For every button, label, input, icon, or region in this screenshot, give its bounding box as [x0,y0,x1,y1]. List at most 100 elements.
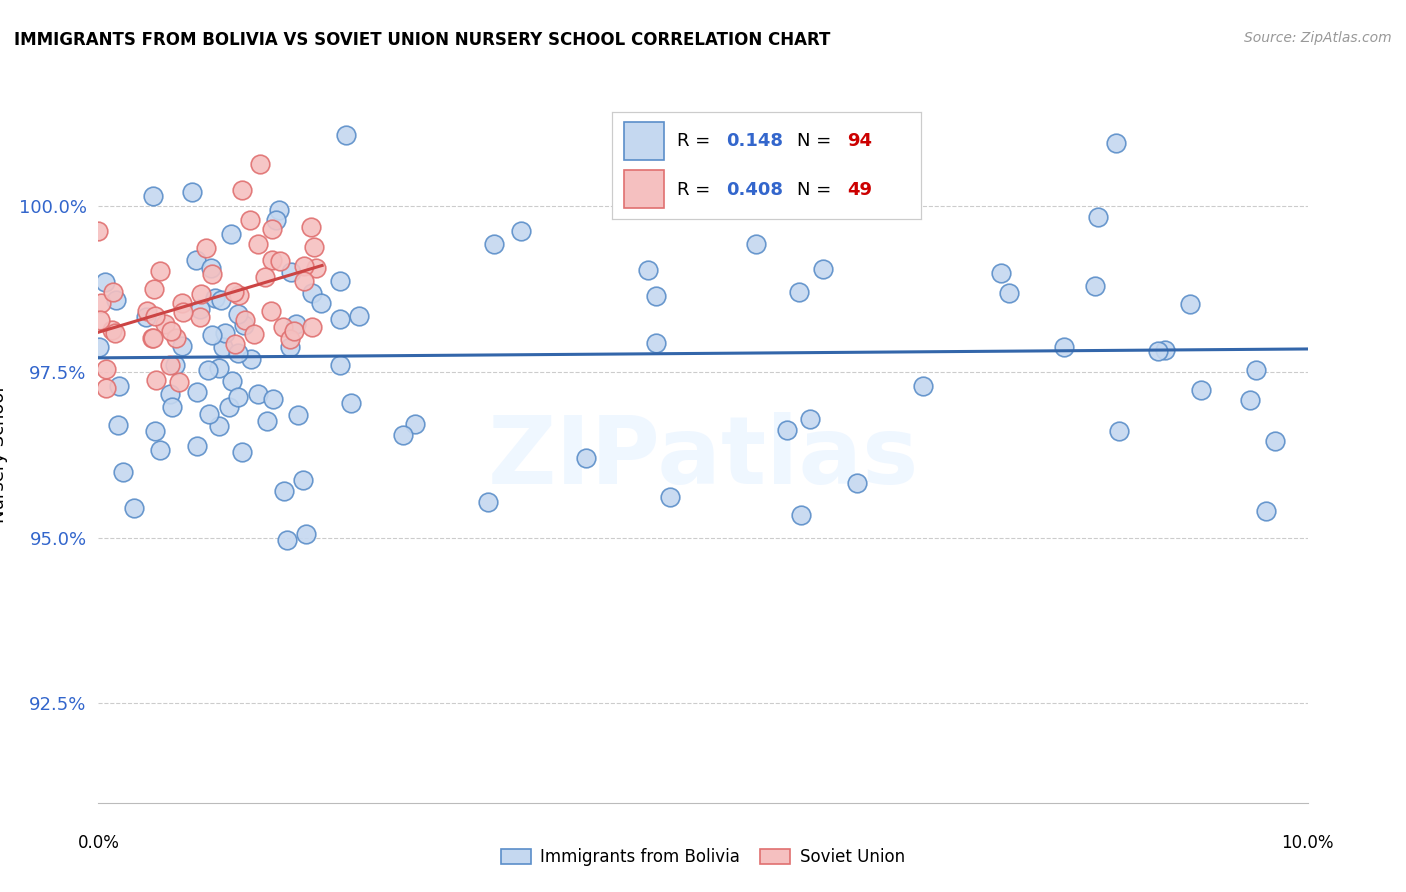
Point [262,392,284,406]
Point [1053,340,1076,354]
Text: R =: R = [676,181,716,199]
Point [637,263,659,277]
Point [787,285,810,299]
Point [575,450,598,465]
Point [188,310,211,324]
Point [799,412,821,426]
Point [509,224,531,238]
Text: N =: N = [797,133,837,151]
Point [276,533,298,547]
Point [188,302,211,317]
Point [328,274,350,288]
Point [335,128,357,142]
Point [200,260,222,275]
Point [96,381,118,395]
Point [644,336,666,351]
Point [301,319,323,334]
Point [280,264,302,278]
Point [208,360,231,375]
Text: ZIPatlas: ZIPatlas [488,412,918,504]
Point [231,183,253,197]
Point [159,387,181,401]
Point [226,346,249,360]
Point [299,219,322,234]
Point [165,331,187,345]
Point [89,313,111,327]
Point [142,282,165,296]
Point [233,313,256,327]
Point [329,358,352,372]
Point [231,445,253,459]
Point [278,332,301,346]
Point [145,374,167,388]
Point [249,157,271,171]
Point [1104,136,1126,150]
Point [304,240,326,254]
Point [477,495,499,509]
Point [1147,344,1170,359]
Point [184,252,207,267]
Point [111,466,134,480]
Point [659,490,682,504]
Text: 94: 94 [846,133,872,151]
Point [190,286,212,301]
Point [224,337,246,351]
Point [135,310,157,325]
Point [811,262,834,277]
Point [172,304,194,318]
Point [1108,424,1130,438]
Text: 0.408: 0.408 [725,181,783,199]
Point [287,408,309,422]
Point [256,414,278,428]
Point [1180,296,1202,310]
Point [745,236,768,251]
Point [197,363,219,377]
Point [122,500,145,515]
Point [1244,363,1267,377]
Point [181,185,204,199]
Point [100,323,122,337]
Point [266,212,288,227]
Point [201,268,224,282]
Point [340,396,363,410]
Point [292,260,315,274]
Point [404,417,426,432]
Point [990,266,1012,280]
Point [233,318,256,332]
Point [273,484,295,499]
Point [221,374,243,388]
Point [149,442,172,457]
Point [101,285,124,300]
Point [644,288,666,302]
Point [271,320,294,334]
Point [104,293,127,307]
Point [1254,504,1277,518]
Point [291,473,314,487]
Point [269,202,291,217]
Point [239,351,262,366]
Point [159,358,181,372]
Point [305,260,328,275]
Point [226,307,249,321]
Point [776,423,799,437]
Point [311,295,333,310]
Text: 0.0%: 0.0% [77,834,120,852]
Point [295,526,318,541]
Point [246,236,269,251]
Point [214,326,236,340]
Text: 10.0%: 10.0% [1281,834,1334,852]
Bar [624,122,664,160]
Point [254,269,277,284]
Point [292,273,315,287]
Point [201,327,224,342]
Point [218,400,240,414]
Point [104,326,127,340]
Point [1153,343,1175,358]
Point [1239,392,1261,407]
Text: R =: R = [676,133,716,151]
Point [1084,278,1107,293]
Point [260,222,283,236]
Point [226,390,249,404]
Point [391,428,413,442]
Point [260,304,283,318]
